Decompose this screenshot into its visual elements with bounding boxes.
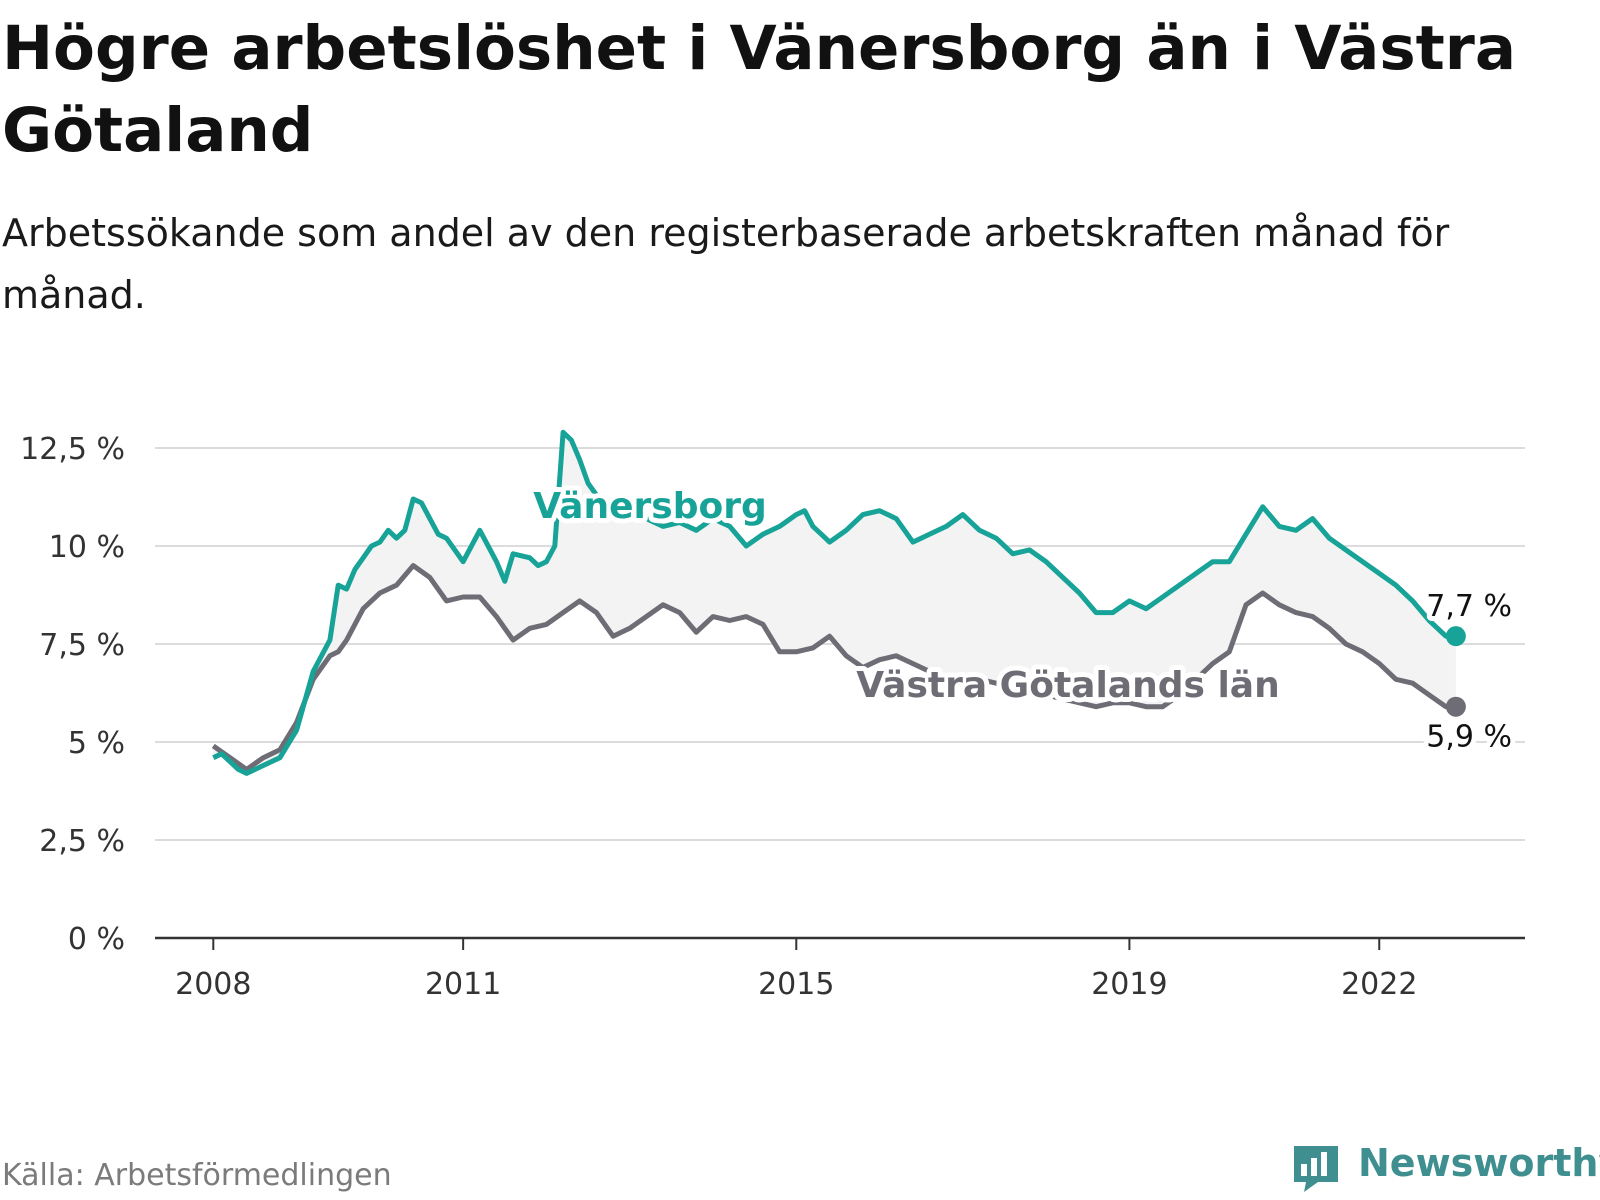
newsworthy-logo-icon xyxy=(1294,1146,1338,1192)
brand-logo[interactable]: Newsworthy xyxy=(1290,1138,1600,1196)
y-axis-ticks: 0 % 2,5 % 5 % 7,5 % 10 % 12,5 % xyxy=(20,432,125,957)
x-axis-ticks: 2008 2011 2015 2019 2022 xyxy=(175,938,1417,1002)
end-value-label-vastra-gotaland: 5,9 % xyxy=(1426,720,1512,755)
x-tick-label: 2008 xyxy=(175,967,251,1002)
end-marker-vastra-gotaland xyxy=(1445,696,1466,717)
x-tick-label: 2022 xyxy=(1341,967,1417,1002)
series-label-vastra-gotaland: Västra Götalands län xyxy=(856,665,1279,706)
series-label-vanersborg: Vänersborg xyxy=(533,486,766,527)
series-line-vanersborg xyxy=(212,429,1456,776)
y-tick-label: 0 % xyxy=(68,922,125,957)
y-tick-label: 2,5 % xyxy=(39,824,125,859)
chart-title: Högre arbetslöshet i Vänersborg än i Väs… xyxy=(2,13,1517,166)
y-tick-label: 5 % xyxy=(68,726,125,761)
end-value-label-vanersborg: 7,7 % xyxy=(1426,589,1512,624)
y-tick-label: 12,5 % xyxy=(20,432,125,467)
y-tick-label: 10 % xyxy=(49,530,125,565)
source-note: Källa: Arbetsförmedlingen xyxy=(2,1158,392,1193)
x-tick-label: 2019 xyxy=(1091,967,1167,1002)
y-tick-label: 7,5 % xyxy=(39,628,125,663)
x-tick-label: 2015 xyxy=(758,967,834,1002)
difference-band xyxy=(213,432,1456,774)
end-marker-vanersborg xyxy=(1445,626,1466,647)
series-line-vastra-gotaland xyxy=(211,563,1456,772)
brand-name: Newsworthy xyxy=(1358,1141,1600,1185)
x-tick-label: 2011 xyxy=(425,967,501,1002)
line-chart: 2008 2011 2015 2019 2022 0 % 2,5 % 5 % 7,5 % 10 … xyxy=(20,429,1525,1002)
chart-subtitle: Arbetssökande som andel av den registerb… xyxy=(2,211,1450,317)
